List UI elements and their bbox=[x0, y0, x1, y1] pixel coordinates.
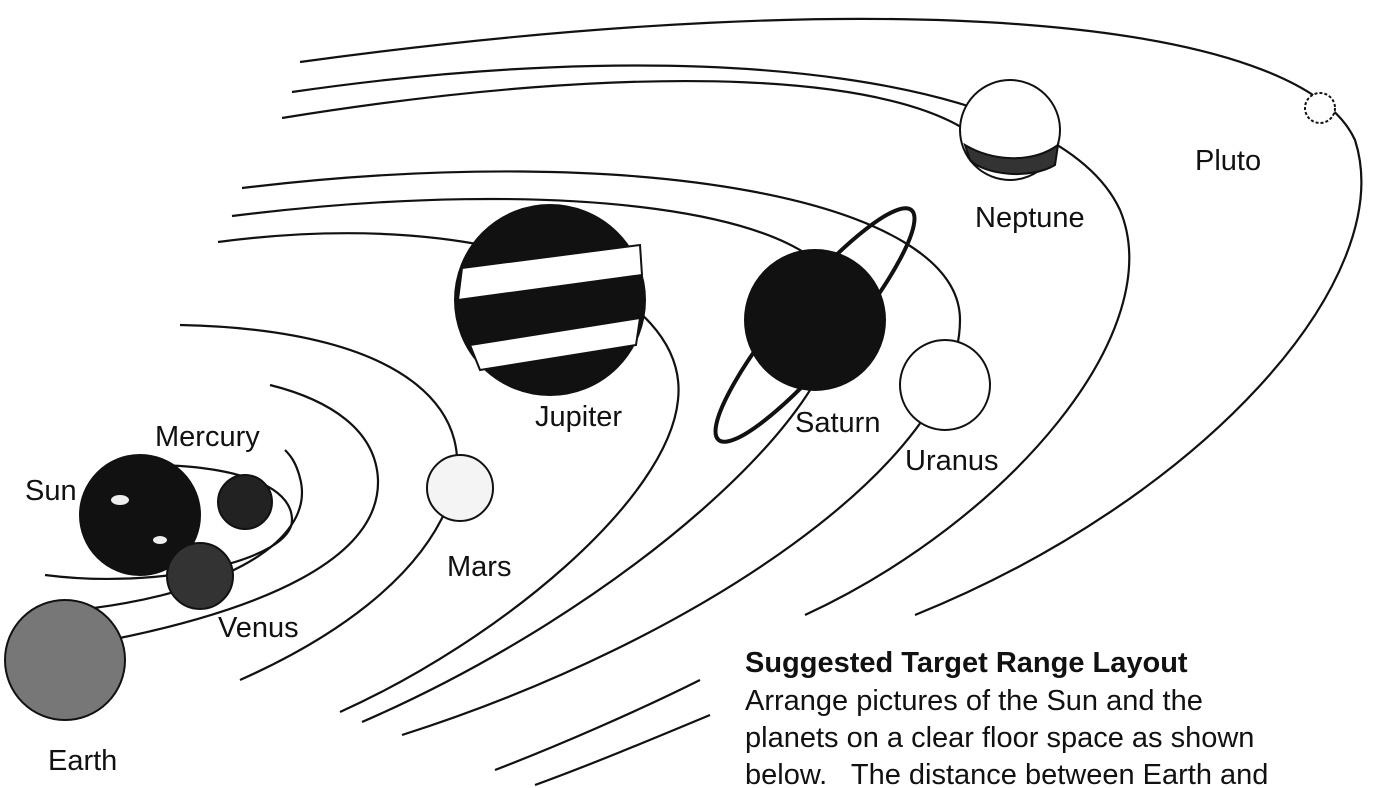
mercury bbox=[218, 475, 272, 529]
earth bbox=[5, 600, 125, 720]
caption: Suggested Target Range Layout Arrange pi… bbox=[745, 647, 1268, 788]
label: Pluto bbox=[1195, 145, 1261, 177]
orbit bbox=[535, 715, 710, 785]
label: Uranus bbox=[905, 445, 999, 477]
orbit bbox=[282, 81, 990, 150]
caption-line: Arrange pictures of the Sun and the bbox=[745, 685, 1203, 717]
pluto bbox=[1305, 93, 1335, 123]
saturn bbox=[745, 250, 885, 390]
caption-line: below. The distance between Earth and bbox=[745, 759, 1268, 788]
sun-spot bbox=[152, 535, 168, 545]
label: Jupiter bbox=[535, 401, 622, 433]
venus bbox=[167, 543, 233, 609]
label: Mars bbox=[447, 551, 511, 583]
label: Neptune bbox=[975, 202, 1085, 234]
mars bbox=[427, 455, 493, 521]
caption-line: planets on a clear floor space as shown bbox=[745, 722, 1254, 754]
orbit bbox=[495, 680, 700, 770]
solar-system-diagram: Sun Mercury Venus Earth Mars Jupiter Sat… bbox=[0, 0, 1376, 788]
label: Earth bbox=[48, 745, 117, 777]
label: Sun bbox=[25, 475, 77, 507]
sun-spot bbox=[110, 494, 130, 506]
label: Venus bbox=[218, 612, 299, 644]
planets bbox=[5, 80, 1335, 720]
caption-title: Suggested Target Range Layout bbox=[745, 647, 1188, 679]
planet-labels: Sun Mercury Venus Earth Mars Jupiter Sat… bbox=[25, 145, 1261, 777]
label: Mercury bbox=[155, 421, 260, 453]
uranus bbox=[900, 340, 990, 430]
label: Saturn bbox=[795, 407, 880, 439]
